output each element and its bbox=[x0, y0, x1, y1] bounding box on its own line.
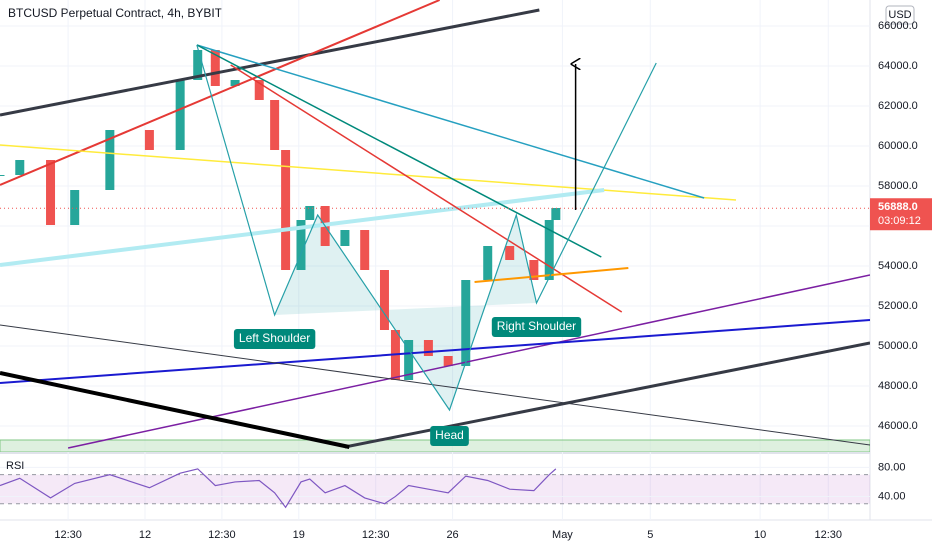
candle bbox=[0, 175, 5, 176]
candle bbox=[270, 100, 280, 150]
pattern-fill bbox=[274, 215, 537, 410]
candle bbox=[175, 80, 185, 150]
y-tick-label: 66000.0 bbox=[878, 20, 918, 32]
rsi-label: RSI bbox=[6, 460, 24, 472]
candle bbox=[193, 50, 203, 80]
trend-line bbox=[0, 144, 737, 201]
rsi-tick-label: 80.00 bbox=[878, 461, 906, 473]
candle bbox=[105, 130, 115, 190]
x-tick-label: May bbox=[552, 529, 573, 541]
candle bbox=[70, 190, 80, 225]
y-tick-label: 60000.0 bbox=[878, 140, 918, 152]
y-tick-label: 50000.0 bbox=[878, 340, 918, 352]
trend-line bbox=[196, 44, 602, 258]
currency: USD bbox=[888, 9, 911, 21]
candle bbox=[505, 246, 515, 260]
candle bbox=[210, 50, 220, 86]
x-tick-label: 26 bbox=[446, 529, 458, 541]
candle bbox=[551, 208, 561, 220]
x-tick-label: 12 bbox=[139, 529, 151, 541]
trend-line bbox=[0, 188, 605, 267]
trend-line bbox=[0, 8, 540, 117]
trend-line bbox=[0, 324, 870, 446]
rsi-pane bbox=[0, 466, 870, 509]
candle bbox=[379, 270, 389, 330]
x-tick-label: 5 bbox=[647, 529, 653, 541]
annotation: Left Shoulder bbox=[239, 331, 310, 345]
currency-box bbox=[885, 5, 915, 25]
y-tick-label: 46000.0 bbox=[878, 420, 918, 432]
candle bbox=[305, 206, 315, 220]
y-tick-label: 58000.0 bbox=[878, 180, 918, 192]
x-tick-label: 19 bbox=[293, 529, 305, 541]
annotation: Right Shoulder bbox=[497, 319, 576, 333]
rsi-band bbox=[0, 474, 870, 504]
trend-line bbox=[0, 371, 350, 449]
y-tick-label: 64000.0 bbox=[878, 60, 918, 72]
y-tick-label: 54000.0 bbox=[878, 260, 918, 272]
last-price-label: 56888.0 bbox=[878, 201, 918, 213]
chart-title: BTCUSD Perpetual Contract, 4h, BYBIT bbox=[8, 6, 223, 20]
trend-line bbox=[67, 274, 870, 449]
candle bbox=[544, 220, 554, 280]
candle bbox=[443, 356, 453, 366]
y-tick-label: 52000.0 bbox=[878, 300, 918, 312]
y-tick-label: 62000.0 bbox=[878, 100, 918, 112]
candle bbox=[360, 230, 370, 270]
candle bbox=[46, 160, 56, 225]
candle bbox=[461, 280, 471, 366]
annotation-box bbox=[233, 329, 316, 349]
candle bbox=[483, 246, 493, 280]
pattern-outline bbox=[196, 44, 657, 412]
x-tick-label: 12:30 bbox=[814, 529, 842, 541]
rsi-tick-label: 40.00 bbox=[878, 490, 906, 502]
candle bbox=[15, 160, 25, 175]
candle bbox=[423, 340, 433, 356]
x-tick-label: 12:30 bbox=[54, 529, 82, 541]
rsi-line bbox=[0, 468, 557, 509]
trend-line bbox=[196, 44, 705, 199]
countdown: 03:09:12 bbox=[878, 215, 921, 227]
x-tick-label: 12:30 bbox=[362, 529, 390, 541]
x-tick-label: 12:30 bbox=[208, 529, 236, 541]
candle bbox=[281, 150, 291, 270]
candle bbox=[404, 340, 414, 380]
candle bbox=[230, 80, 240, 86]
trend-line bbox=[230, 64, 623, 313]
candle bbox=[340, 230, 350, 246]
trend-line bbox=[0, 0, 441, 186]
annotation-box bbox=[491, 317, 582, 337]
x-tick-label: 10 bbox=[754, 529, 766, 541]
annotation-box bbox=[430, 426, 469, 446]
trend-line bbox=[474, 267, 629, 283]
candle bbox=[254, 80, 264, 100]
candle bbox=[296, 220, 306, 270]
last-price-box bbox=[870, 198, 932, 231]
candle bbox=[144, 130, 154, 150]
trend-line bbox=[0, 319, 870, 384]
y-tick-label: 48000.0 bbox=[878, 380, 918, 392]
annotation: Head bbox=[435, 428, 464, 442]
candle bbox=[529, 260, 539, 280]
